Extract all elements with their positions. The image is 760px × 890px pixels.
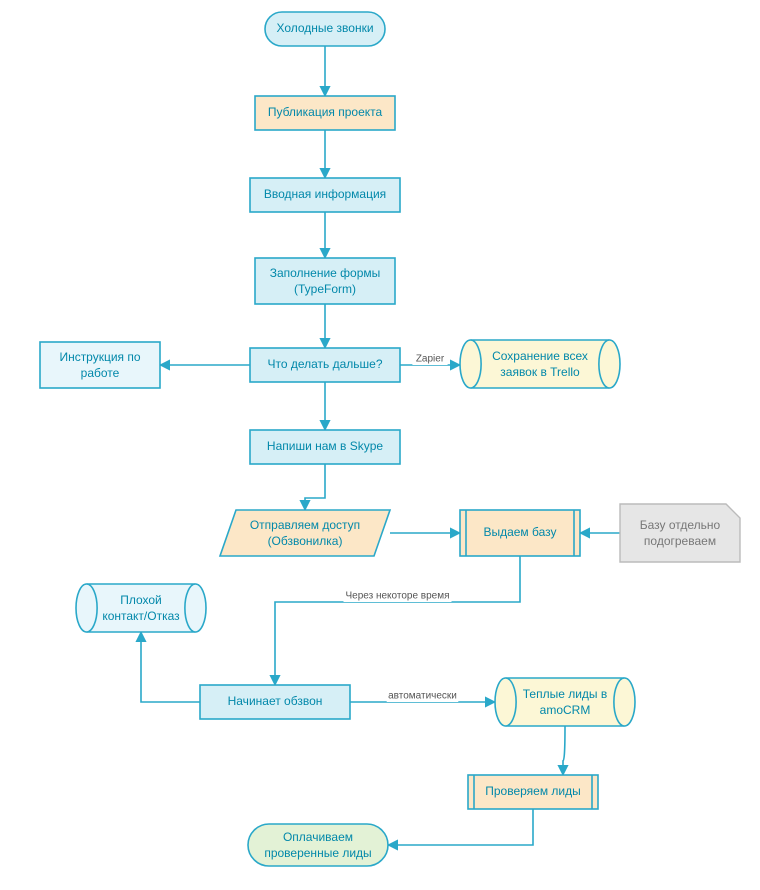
flowchart-canvas: ZapierЧерез некоторе времяавтоматически …	[0, 0, 760, 890]
node-n1: Холодные звонки	[265, 12, 385, 46]
svg-text:Вводная информация: Вводная информация	[264, 187, 386, 201]
svg-text:Через некоторе время: Через некоторе время	[345, 591, 449, 602]
svg-text:Сохранение всех: Сохранение всех	[492, 349, 588, 363]
edge-n10-n9	[141, 632, 200, 702]
node-n3: Вводная информация	[250, 178, 400, 212]
svg-text:проверенные лиды: проверенные лиды	[264, 846, 371, 860]
svg-text:Плохой: Плохой	[120, 593, 162, 607]
svg-text:Заполнение формы: Заполнение формы	[270, 266, 381, 280]
svg-text:Инструкция по: Инструкция по	[59, 350, 140, 364]
svg-text:amoCRM: amoCRM	[540, 703, 591, 717]
node-n11: Теплые лиды в amoCRM	[495, 678, 635, 726]
node-n5L: Инструкция по работе	[40, 342, 160, 388]
svg-text:Отправляем доступ: Отправляем доступ	[250, 518, 360, 532]
svg-text:заявок в Trello: заявок в Trello	[500, 365, 580, 379]
svg-text:Оплачиваем: Оплачиваем	[283, 830, 353, 844]
svg-text:Публикация проекта: Публикация проекта	[268, 105, 383, 119]
svg-text:Выдаем базу: Выдаем базу	[483, 525, 556, 539]
svg-text:Проверяем лиды: Проверяем лиды	[485, 784, 581, 798]
edge-n6-n7	[305, 464, 325, 510]
node-n12: Проверяем лиды	[468, 775, 598, 809]
node-n8: Выдаем базу	[460, 510, 580, 556]
svg-text:Теплые лиды в: Теплые лиды в	[523, 687, 608, 701]
node-n13: Оплачиваем проверенные лиды	[248, 824, 388, 866]
svg-text:Напиши нам в Skype: Напиши нам в Skype	[267, 439, 383, 453]
node-n5R: Сохранение всех заявок в Trello	[460, 340, 620, 388]
node-n7: Отправляем доступ (Обзвонилка)	[220, 510, 390, 556]
edge-n12-n13	[388, 809, 533, 845]
svg-text:Начинает обзвон: Начинает обзвон	[228, 694, 323, 708]
node-n8R: Базу отдельно подогреваем	[620, 504, 740, 562]
node-n6: Напиши нам в Skype	[250, 430, 400, 464]
edge-n8-n10	[275, 556, 520, 685]
node-n10: Начинает обзвон	[200, 685, 350, 719]
node-n9: Плохой контакт/Отказ	[76, 584, 206, 632]
svg-text:(Обзвонилка): (Обзвонилка)	[268, 534, 343, 548]
edge-n11-n12	[563, 726, 565, 775]
svg-text:Базу отдельно: Базу отдельно	[640, 518, 721, 532]
nodes-layer: Холодные звонки Публикация проекта Вводная…	[40, 12, 740, 866]
svg-text:подогреваем: подогреваем	[644, 534, 716, 548]
svg-text:Zapier: Zapier	[416, 354, 445, 365]
svg-text:работе: работе	[81, 366, 120, 380]
svg-text:(TypeForm): (TypeForm)	[294, 282, 356, 296]
svg-text:автоматически: автоматически	[388, 691, 457, 702]
node-n4: Заполнение формы (TypeForm)	[255, 258, 395, 304]
node-n2: Публикация проекта	[255, 96, 395, 130]
svg-text:Холодные звонки: Холодные звонки	[276, 21, 373, 35]
svg-text:Что делать дальше?: Что делать дальше?	[267, 357, 382, 371]
node-n5: Что делать дальше?	[250, 348, 400, 382]
svg-text:контакт/Отказ: контакт/Отказ	[102, 609, 180, 623]
